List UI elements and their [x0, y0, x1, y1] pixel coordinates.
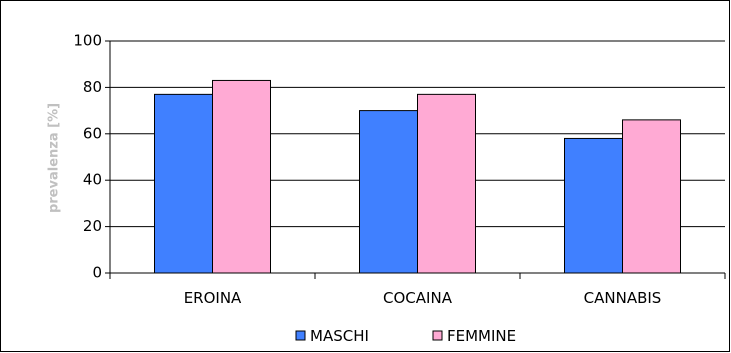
legend-swatch: [432, 330, 443, 341]
x-tick-label: EROINA: [184, 289, 242, 307]
legend-label: FEMMINE: [447, 327, 516, 345]
legend-label: MASCHI: [310, 327, 369, 345]
y-tick-label: 20: [83, 217, 102, 235]
y-tick-label: 60: [83, 124, 102, 142]
bar: [417, 93, 476, 274]
y-tick-label: 80: [83, 78, 102, 96]
bar: [154, 93, 213, 274]
plot-area: 0 20 40 60 80 100 EROINA COCAINA CANNABIS: [73, 32, 726, 307]
legend: MASCHI FEMMINE: [295, 327, 516, 345]
legend-swatch: [295, 330, 306, 341]
y-axis-label: prevalenza [%]: [47, 103, 62, 213]
bar: [564, 137, 623, 274]
x-tick-label: CANNABIS: [584, 289, 662, 307]
bar: [359, 110, 418, 274]
y-tick-label: 0: [92, 264, 102, 282]
bar: [212, 79, 271, 274]
y-tick-label: 100: [73, 32, 102, 50]
y-tick-label: 40: [83, 171, 102, 189]
x-tick-label: COCAINA: [383, 289, 453, 307]
bar: [622, 119, 681, 274]
